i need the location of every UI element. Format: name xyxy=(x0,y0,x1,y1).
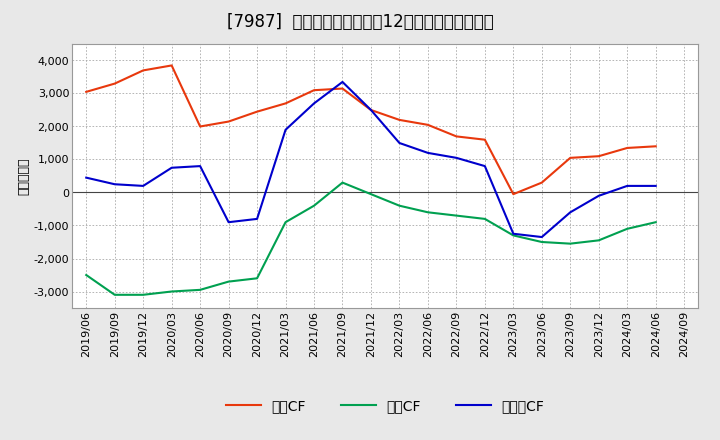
投資CF xyxy=(423,210,432,215)
投資CF xyxy=(366,191,375,197)
フリーCF xyxy=(537,235,546,240)
フリーCF xyxy=(139,183,148,188)
投資CF xyxy=(395,203,404,209)
フリーCF xyxy=(623,183,631,188)
フリーCF xyxy=(480,163,489,169)
営業CF xyxy=(225,119,233,124)
営業CF xyxy=(82,89,91,95)
投資CF xyxy=(282,220,290,225)
営業CF xyxy=(595,154,603,159)
フリーCF xyxy=(110,182,119,187)
投資CF xyxy=(537,239,546,245)
Line: 投資CF: 投資CF xyxy=(86,183,656,295)
営業CF xyxy=(652,143,660,149)
営業CF xyxy=(623,145,631,150)
フリーCF xyxy=(282,127,290,132)
フリーCF xyxy=(253,216,261,221)
投資CF xyxy=(566,241,575,246)
フリーCF xyxy=(652,183,660,188)
Legend: 営業CF, 投資CF, フリーCF: 営業CF, 投資CF, フリーCF xyxy=(226,400,544,414)
Y-axis label: （百万円）: （百万円） xyxy=(18,157,31,195)
営業CF xyxy=(310,88,318,93)
フリーCF xyxy=(196,163,204,169)
投資CF xyxy=(253,275,261,281)
営業CF xyxy=(395,117,404,122)
投資CF xyxy=(652,220,660,225)
Text: [7987]  キャッシュフローの12か月移動合計の推移: [7987] キャッシュフローの12か月移動合計の推移 xyxy=(227,13,493,31)
投資CF xyxy=(167,289,176,294)
フリーCF xyxy=(310,101,318,106)
投資CF xyxy=(595,238,603,243)
営業CF xyxy=(423,122,432,128)
投資CF xyxy=(225,279,233,284)
投資CF xyxy=(623,226,631,231)
投資CF xyxy=(480,216,489,221)
営業CF xyxy=(139,68,148,73)
フリーCF xyxy=(595,193,603,198)
フリーCF xyxy=(509,231,518,236)
フリーCF xyxy=(395,140,404,146)
営業CF xyxy=(167,63,176,68)
営業CF xyxy=(196,124,204,129)
フリーCF xyxy=(167,165,176,170)
投資CF xyxy=(509,233,518,238)
フリーCF xyxy=(225,220,233,225)
営業CF xyxy=(509,191,518,197)
投資CF xyxy=(139,292,148,297)
フリーCF xyxy=(82,175,91,180)
投資CF xyxy=(82,272,91,278)
営業CF xyxy=(253,109,261,114)
営業CF xyxy=(537,180,546,185)
営業CF xyxy=(566,155,575,161)
営業CF xyxy=(480,137,489,142)
フリーCF xyxy=(366,107,375,113)
営業CF xyxy=(366,107,375,113)
投資CF xyxy=(196,287,204,293)
営業CF xyxy=(452,134,461,139)
Line: フリーCF: フリーCF xyxy=(86,82,656,237)
営業CF xyxy=(110,81,119,86)
フリーCF xyxy=(566,210,575,215)
フリーCF xyxy=(338,79,347,84)
フリーCF xyxy=(423,150,432,156)
営業CF xyxy=(338,86,347,91)
投資CF xyxy=(110,292,119,297)
投資CF xyxy=(310,203,318,209)
Line: 営業CF: 営業CF xyxy=(86,66,656,194)
投資CF xyxy=(452,213,461,218)
営業CF xyxy=(282,101,290,106)
フリーCF xyxy=(452,155,461,161)
投資CF xyxy=(338,180,347,185)
